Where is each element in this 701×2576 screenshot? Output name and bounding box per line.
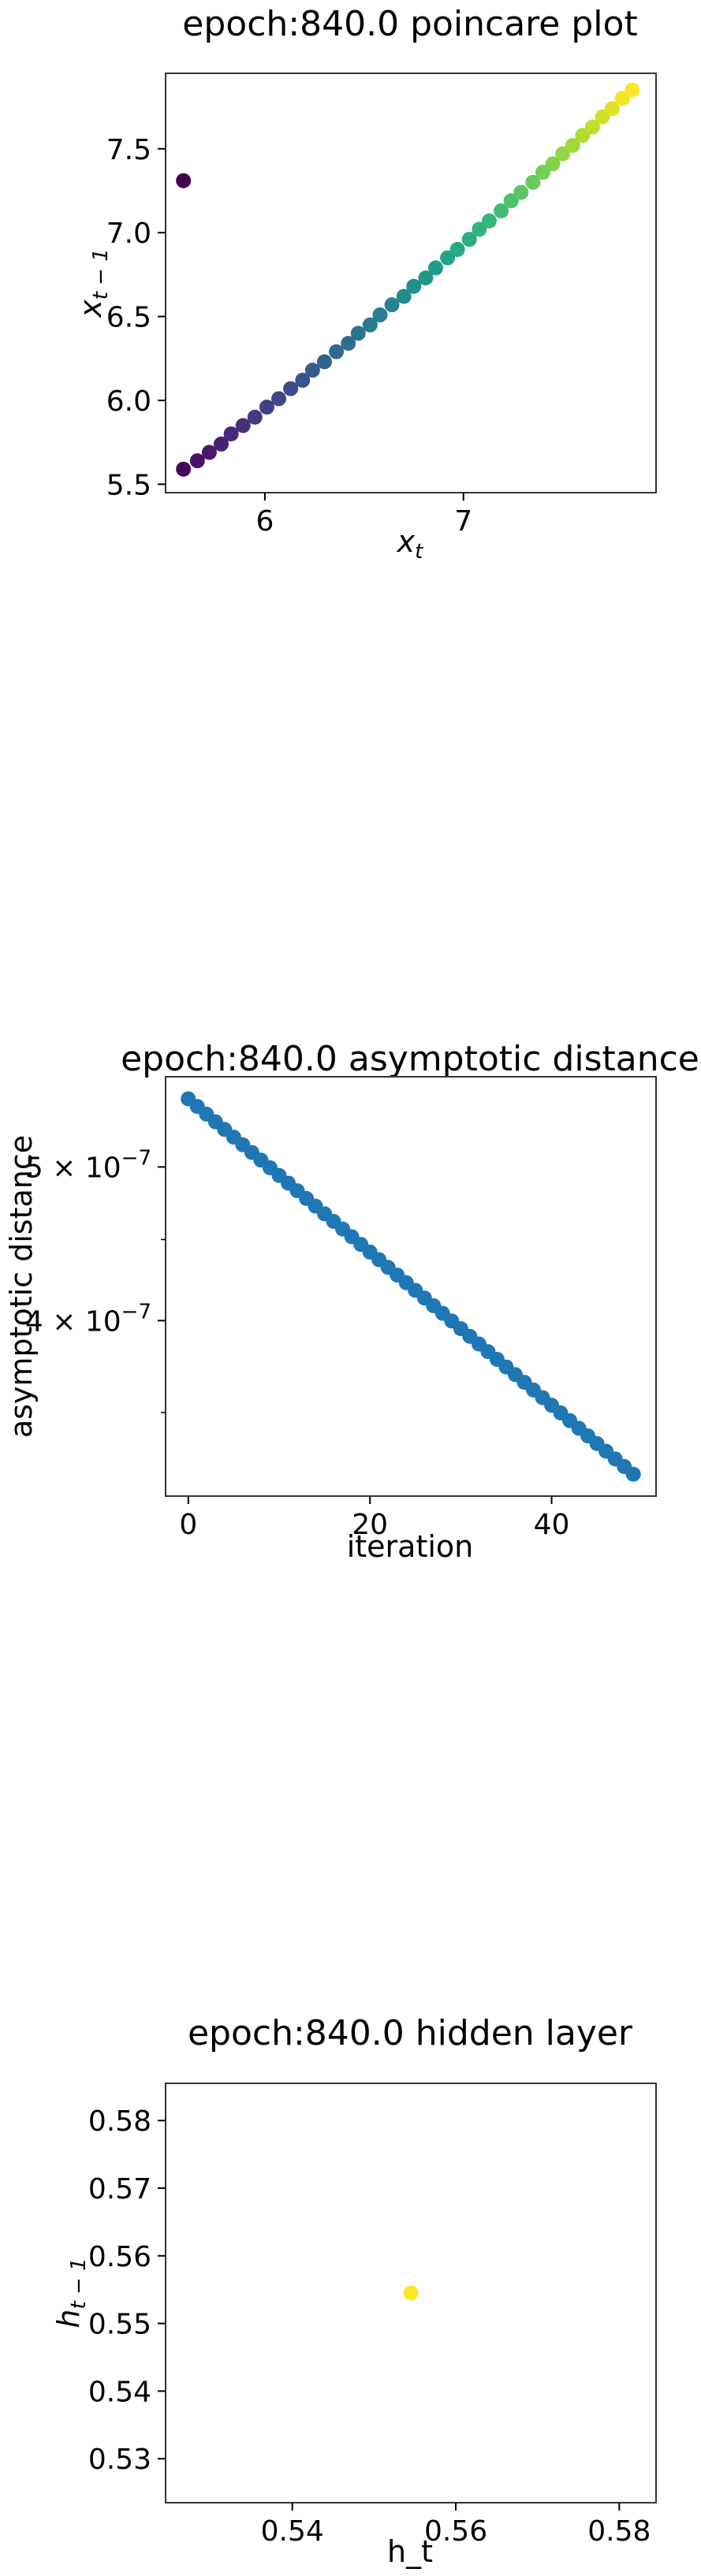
poincare-point: [595, 109, 610, 125]
poincare-point: [384, 297, 400, 313]
poincare-point: [461, 232, 477, 248]
poincare-point: [341, 336, 356, 352]
poincare-point: [427, 260, 443, 276]
poincare-ytick-label: 6.0: [106, 385, 151, 418]
asymptotic-axes-frame: [165, 1076, 657, 1497]
asymptotic-ylabel: asymptotic distance: [4, 1135, 39, 1438]
poincare-point: [535, 165, 550, 181]
asymptotic-panel: epoch:840.0 asymptotic distance 0 20 40 4 ×…: [4, 1039, 699, 1564]
poincare-point: [605, 101, 621, 117]
poincare-ytick-label: 6.5: [106, 302, 151, 334]
poincare-xtick-label: 7: [454, 505, 472, 538]
asymptotic-points: [181, 1091, 641, 1482]
asymptotic-ticks: 0 20 40 4 × 10−7 5 × 10−7: [25, 1146, 570, 1541]
poincare-point: [440, 250, 456, 266]
poincare-point: [565, 138, 580, 154]
asymptotic-xtick-label: 40: [534, 1509, 570, 1541]
poincare-point: [295, 372, 311, 388]
poincare-point: [235, 418, 251, 434]
poincare-point: [472, 221, 487, 237]
hidden-xlabel: h_t: [387, 2534, 433, 2569]
hidden-ticks: 0.54 0.56 0.58 0.53 0.54 0.55 0.56 0.57 0.58: [88, 2105, 651, 2548]
asymptotic-xlabel: iteration: [347, 1529, 474, 1564]
poincare-point: [362, 317, 378, 333]
poincare-point: [201, 445, 217, 460]
poincare-point: [176, 461, 192, 477]
hidden-layer-panel: epoch:840.0 hidden layer 0.54 0.56 0.580.5…: [51, 2013, 657, 2569]
poincare-title: epoch:840.0 poincare plot: [182, 4, 637, 44]
poincare-ytick-label: 5.5: [106, 469, 151, 501]
poincare-point: [372, 307, 388, 322]
poincare-point: [555, 146, 571, 162]
asymptotic-xtick-label: 0: [179, 1509, 197, 1541]
hidden-ytick-label: 0.57: [88, 2173, 151, 2206]
poincare-point: [247, 409, 263, 425]
poincare-point: [223, 426, 239, 442]
hidden-ytick-label: 0.55: [88, 2309, 151, 2341]
poincare-ytick-label: 7.5: [106, 134, 151, 166]
poincare-point: [449, 241, 465, 257]
poincare-xlabel: xt: [397, 524, 424, 564]
poincare-point: [575, 128, 591, 143]
poincare-point: [283, 381, 299, 396]
hidden-ytick-label: 0.58: [88, 2105, 151, 2138]
poincare-point: [625, 82, 640, 98]
poincare-point: [189, 453, 205, 469]
poincare-point: [418, 270, 434, 286]
hidden-ylabel: ht − 1: [51, 2258, 91, 2328]
poincare-point: [304, 363, 320, 378]
poincare-points: [176, 82, 640, 477]
poincare-point: [214, 436, 229, 452]
hidden-axes-frame: [165, 2083, 657, 2503]
poincare-point: [406, 278, 422, 294]
hidden-ytick-label: 0.54: [88, 2376, 151, 2408]
poincare-ylabel: xt − 1: [73, 248, 113, 318]
poincare-ticks: 6 7 5.5 6.0 6.5 7.0 7.5: [106, 134, 472, 538]
poincare-point: [329, 344, 345, 359]
hidden-xtick-label: 0.54: [261, 2515, 324, 2548]
poincare-panel: epoch:840.0 poincare plot 6 7 5.5 6.0 6.5 7.0…: [73, 4, 657, 564]
hidden-points: [403, 2285, 419, 2301]
hidden-point: [403, 2285, 419, 2301]
hidden-xtick-label: 0.58: [587, 2515, 651, 2548]
poincare-point: [396, 288, 412, 304]
poincare-point: [481, 213, 497, 229]
asymptotic-point: [625, 1466, 641, 1482]
poincare-point: [176, 173, 192, 188]
poincare-point: [271, 391, 287, 407]
asymptotic-ytick-label: 4 × 10−7: [25, 1300, 151, 1338]
hidden-ytick-label: 0.56: [88, 2241, 151, 2273]
poincare-point: [545, 156, 561, 172]
poincare-point: [584, 119, 600, 135]
poincare-point: [525, 174, 541, 190]
asymptotic-ytick-label: 5 × 10−7: [25, 1146, 151, 1184]
poincare-point: [259, 399, 274, 415]
poincare-point: [316, 354, 332, 370]
hidden-ytick-label: 0.53: [88, 2444, 151, 2476]
poincare-ytick-label: 7.0: [106, 218, 151, 250]
poincare-point: [614, 91, 630, 106]
poincare-point: [350, 326, 366, 341]
asymptotic-xtick-label: 20: [352, 1509, 388, 1541]
poincare-point: [503, 193, 519, 209]
asymptotic-title: epoch:840.0 asymptotic distance: [121, 1039, 699, 1079]
hidden-xtick-label: 0.56: [424, 2515, 487, 2548]
poincare-axes-frame: [165, 73, 657, 493]
hidden-title: epoch:840.0 hidden layer: [188, 2013, 633, 2053]
poincare-point: [513, 184, 529, 200]
poincare-point: [494, 203, 509, 218]
poincare-xtick-label: 6: [255, 505, 274, 538]
